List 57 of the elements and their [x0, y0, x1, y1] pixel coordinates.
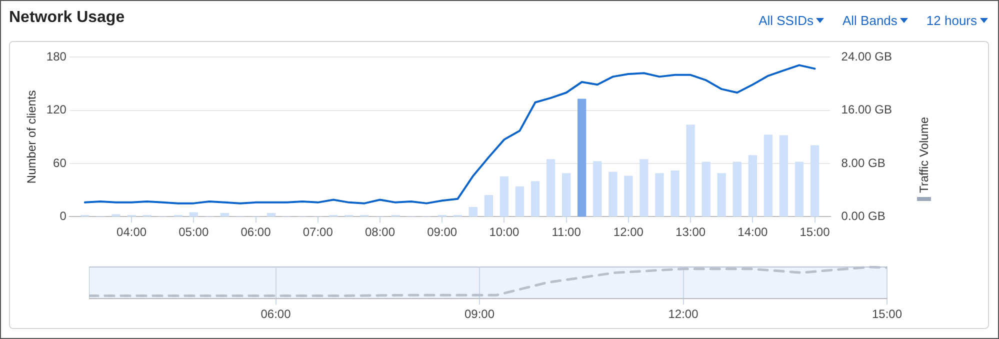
x-tick-label: 09:00: [427, 225, 458, 240]
x-tick-label: 12:00: [613, 225, 644, 240]
y-tick-label: 0: [60, 208, 67, 223]
text: All SSIDs: [758, 13, 814, 28]
bar: [530, 181, 540, 217]
y-tick-label: 60: [53, 156, 67, 170]
x-tick-label: 14:00: [738, 225, 768, 240]
bar: [220, 212, 230, 217]
bar: [468, 206, 478, 217]
y2-tick-label: 8.00 GB: [841, 156, 886, 170]
bar: [500, 176, 509, 217]
bar: [608, 172, 618, 217]
x-tick-label: 11:00: [552, 225, 582, 240]
bar: [562, 173, 571, 217]
bar: [515, 186, 524, 217]
bar: [266, 212, 276, 217]
x-tick-label: 13:00: [676, 225, 706, 240]
bar: [779, 135, 788, 217]
bar: [112, 214, 120, 217]
bar: [655, 173, 664, 217]
x-tick-label: 06:00: [260, 307, 292, 322]
bar: [748, 155, 757, 217]
y-axis-title: Number of clients: [24, 90, 39, 184]
bar: [624, 176, 633, 217]
text: 12 hours: [926, 13, 977, 28]
x-tick-label: 08:00: [364, 225, 396, 240]
bar: [732, 162, 742, 217]
x-tick-label: 04:00: [116, 225, 147, 240]
bar: [484, 195, 494, 217]
y2-tick-label: 0.00 GB: [841, 208, 886, 223]
bar: [764, 134, 773, 217]
y-tick-label: 120: [46, 102, 67, 117]
bar: [686, 124, 695, 217]
bar: [578, 98, 586, 217]
x-tick-label: 06:00: [240, 225, 272, 240]
text: Traffic Volume: [917, 117, 931, 194]
bar: [717, 173, 726, 217]
y2-tick-label: 16.00 GB: [841, 102, 892, 117]
bar: [189, 212, 198, 217]
x-tick-label: 12:00: [668, 307, 699, 322]
x-tick-label: 15:00: [872, 307, 902, 322]
x-tick-label: 09:00: [464, 307, 495, 322]
bar: [702, 162, 710, 217]
y-tick-label: 180: [46, 50, 67, 64]
bar: [670, 170, 680, 217]
bar: [810, 145, 820, 217]
bar: [794, 162, 804, 217]
bar: [640, 159, 648, 217]
text: All Bands: [842, 13, 898, 28]
x-tick-label: 07:00: [302, 225, 334, 240]
bar: [546, 159, 556, 217]
y2-tick-label: 24.00 GB: [841, 50, 892, 64]
x-tick-label: 10:00: [489, 225, 520, 240]
chart-title: Network Usage: [9, 9, 125, 27]
x-tick-label: 05:00: [178, 225, 209, 240]
bar: [593, 161, 602, 217]
x-tick-label: 15:00: [800, 225, 830, 240]
